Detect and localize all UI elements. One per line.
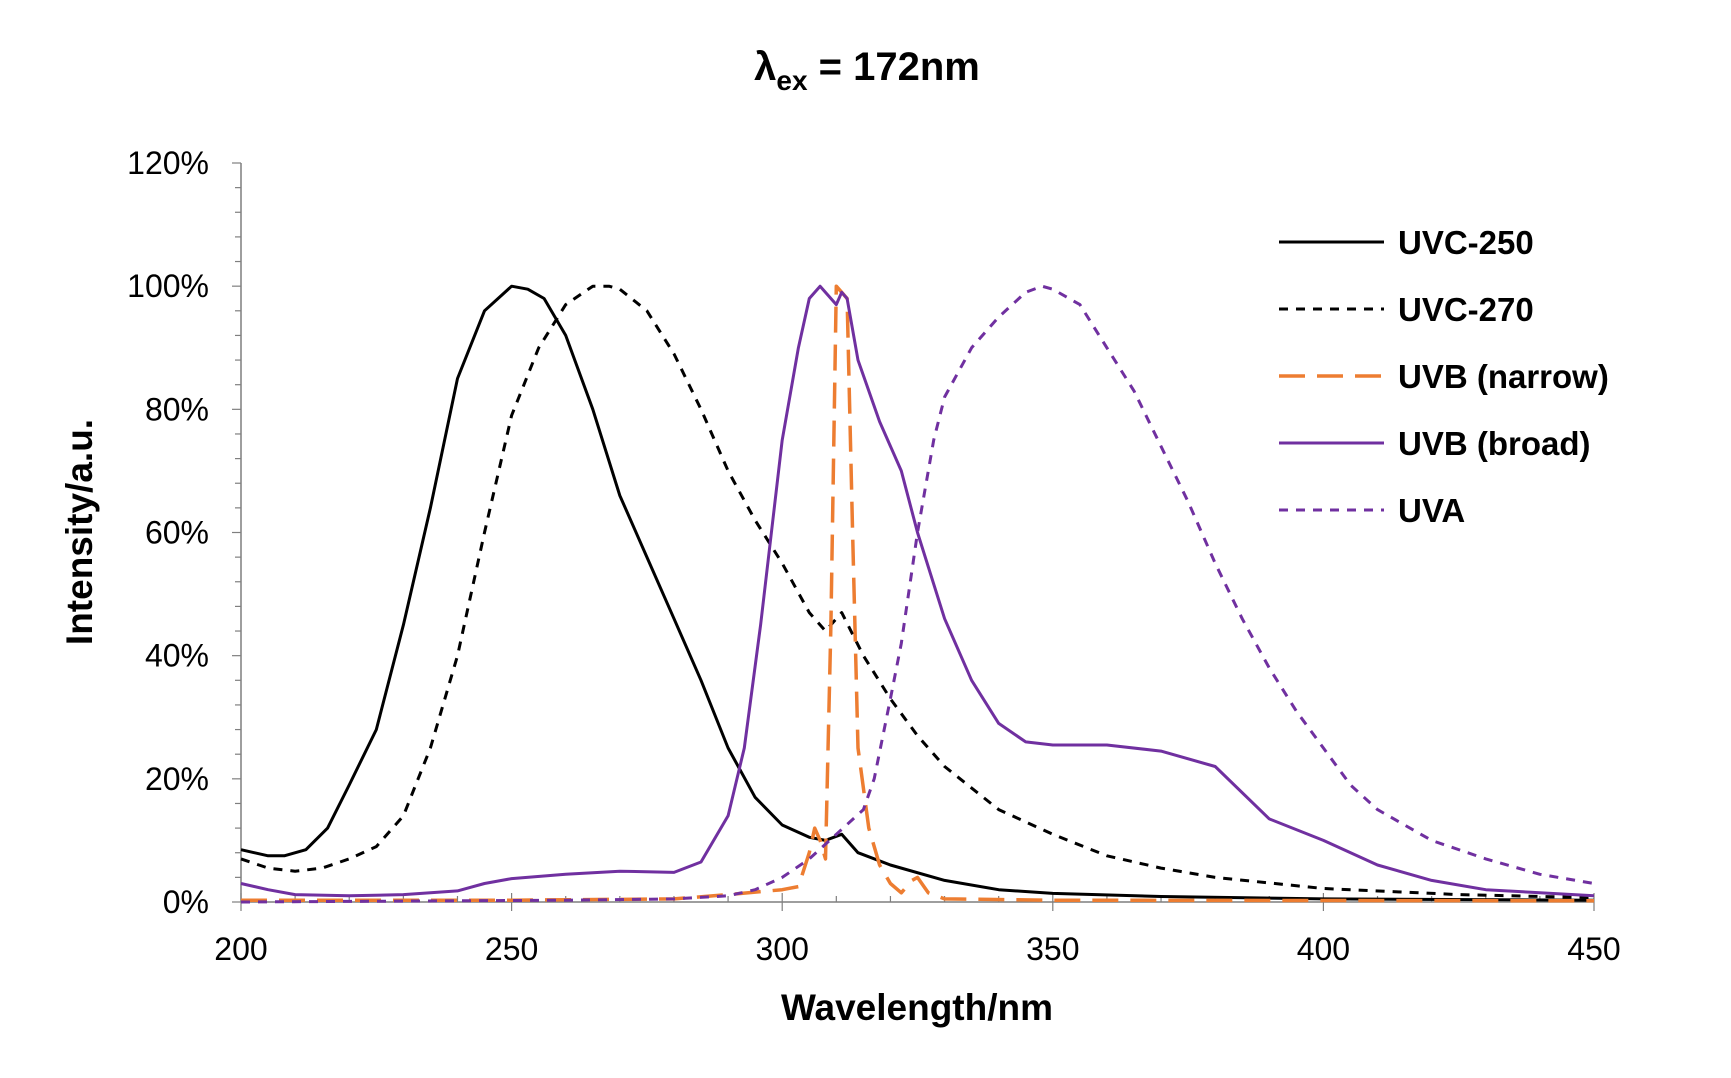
legend-label-uvc-270: UVC-270	[1398, 291, 1534, 328]
series-line-uvc-250	[240, 284, 1595, 902]
x-axis-label: Wavelength/nm	[781, 987, 1053, 1028]
title-rest: = 172nm	[808, 45, 980, 89]
chart-title: λex = 172nm	[754, 45, 980, 96]
y-axis-label: Intensity/a.u.	[59, 419, 100, 645]
axes: 0% 20% 40% 60% 80% 100% 120% 200 250 300 350 400 450	[127, 145, 1621, 967]
x-tick-label: 450	[1567, 931, 1620, 967]
y-tick-label: 60%	[145, 515, 209, 551]
legend: UVC-250 UVC-270 UVB (narrow) UVB (broad) UVA	[1279, 224, 1609, 529]
title-lambda: λ	[754, 45, 776, 89]
y-tick-label: 20%	[145, 761, 209, 797]
y-tick-label: 100%	[127, 268, 209, 304]
series-line-uvb-broad	[240, 284, 1595, 898]
legend-label-uva: UVA	[1398, 492, 1465, 529]
y-tick-label: 0%	[163, 884, 209, 920]
x-tick-label: 300	[756, 931, 809, 967]
x-tick-label: 200	[214, 931, 267, 967]
series-line-uvb-narrow	[241, 284, 1595, 903]
y-tick-label: 80%	[145, 391, 209, 427]
x-tick-label: 350	[1026, 931, 1079, 967]
legend-label-uvb-narrow: UVB (narrow)	[1398, 358, 1609, 395]
y-tick-label: 120%	[127, 145, 209, 181]
x-tick-label: 250	[485, 931, 538, 967]
legend-label-uvb-broad: UVB (broad)	[1398, 425, 1591, 462]
title-subscript: ex	[776, 65, 808, 96]
series-line-uva	[240, 284, 1595, 904]
series-group	[240, 284, 1595, 904]
legend-label-uvc-250: UVC-250	[1398, 224, 1534, 261]
x-tick-label: 400	[1297, 931, 1350, 967]
series-line-uvc-270	[240, 284, 1595, 900]
y-tick-label: 40%	[145, 638, 209, 674]
